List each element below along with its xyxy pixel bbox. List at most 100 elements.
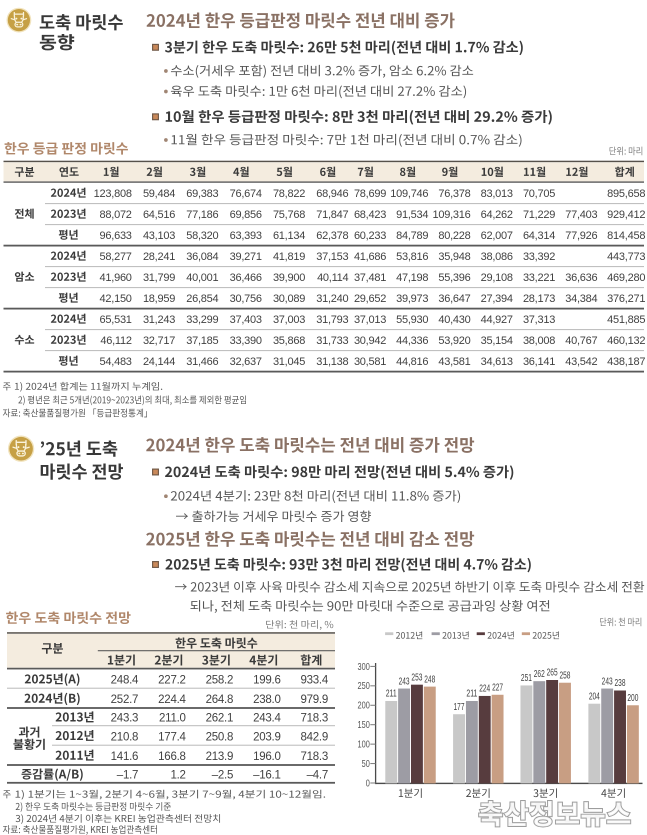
svg-text:28,241: 28,241 — [143, 251, 175, 263]
svg-text:40,001: 40,001 — [186, 272, 218, 284]
svg-text:36,636: 36,636 — [565, 272, 597, 284]
svg-text:38,086: 38,086 — [481, 251, 513, 263]
svg-text:718.3: 718.3 — [300, 751, 328, 763]
svg-text:0: 0 — [366, 778, 370, 789]
svg-text:37,003: 37,003 — [273, 314, 305, 326]
svg-text:31,240: 31,240 — [316, 293, 348, 305]
svg-text:84,789: 84,789 — [396, 230, 428, 242]
svg-text:451,885: 451,885 — [607, 314, 645, 326]
svg-text:27,394: 27,394 — [481, 293, 513, 305]
svg-text:75,768: 75,768 — [273, 209, 305, 221]
svg-text:979.9: 979.9 — [300, 694, 328, 706]
svg-text:243.4: 243.4 — [253, 713, 281, 725]
svg-text:35,868: 35,868 — [273, 335, 305, 347]
svg-text:50: 50 — [362, 759, 370, 770]
svg-text:243: 243 — [399, 676, 410, 687]
svg-text:252.7: 252.7 — [111, 694, 139, 706]
svg-text:37,481: 37,481 — [354, 272, 386, 284]
svg-text:262: 262 — [534, 669, 545, 680]
svg-text:933.4: 933.4 — [300, 675, 328, 687]
svg-text:227.2: 227.2 — [158, 675, 186, 687]
svg-text:–16.1: –16.1 — [253, 770, 281, 782]
svg-text:37,013: 37,013 — [354, 314, 386, 326]
svg-text:31,733: 31,733 — [316, 335, 348, 347]
svg-text:44,927: 44,927 — [481, 314, 513, 326]
svg-text:68,946: 68,946 — [316, 188, 348, 200]
svg-text:–2.5: –2.5 — [212, 770, 233, 782]
svg-text:69,856: 69,856 — [230, 209, 262, 221]
svg-text:40,767: 40,767 — [565, 335, 597, 347]
svg-text:250.8: 250.8 — [206, 731, 234, 743]
svg-text:44,336: 44,336 — [396, 335, 428, 347]
svg-text:46,112: 46,112 — [100, 335, 131, 347]
svg-text:91,534: 91,534 — [396, 209, 428, 221]
svg-text:109,746: 109,746 — [390, 188, 428, 200]
svg-text:204: 204 — [589, 691, 600, 702]
svg-text:77,403: 77,403 — [565, 209, 597, 221]
svg-text:248.4: 248.4 — [111, 675, 139, 687]
svg-text:30,942: 30,942 — [354, 335, 386, 347]
svg-text:238: 238 — [615, 678, 626, 689]
svg-text:35,948: 35,948 — [438, 251, 470, 263]
svg-text:44,816: 44,816 — [396, 356, 428, 368]
svg-text:150: 150 — [358, 720, 370, 731]
svg-text:123,808: 123,808 — [94, 188, 132, 200]
svg-text:54,483: 54,483 — [100, 356, 132, 368]
svg-text:55,930: 55,930 — [396, 314, 428, 326]
svg-text:264.8: 264.8 — [206, 694, 234, 706]
svg-text:224.4: 224.4 — [158, 694, 186, 706]
svg-text:35,154: 35,154 — [481, 335, 513, 347]
svg-text:243: 243 — [602, 676, 613, 687]
svg-text:30,581: 30,581 — [354, 356, 386, 368]
svg-text:30,089: 30,089 — [273, 293, 305, 305]
svg-text:41,960: 41,960 — [100, 272, 132, 284]
svg-text:80,228: 80,228 — [438, 230, 470, 242]
svg-text:–1.7: –1.7 — [117, 770, 138, 782]
svg-text:251: 251 — [521, 673, 532, 684]
svg-text:33,390: 33,390 — [230, 335, 262, 347]
svg-text:37,313: 37,313 — [523, 314, 555, 326]
svg-text:65,531: 65,531 — [100, 314, 132, 326]
svg-text:32,717: 32,717 — [143, 335, 175, 347]
svg-text:62,378: 62,378 — [316, 230, 348, 242]
svg-text:250: 250 — [358, 681, 370, 692]
svg-text:469,280: 469,280 — [607, 272, 645, 284]
svg-text:200: 200 — [358, 701, 370, 712]
svg-text:71,847: 71,847 — [316, 209, 348, 221]
svg-text:47,198: 47,198 — [396, 272, 428, 284]
svg-text:29,652: 29,652 — [354, 293, 386, 305]
svg-text:929,412: 929,412 — [607, 209, 645, 221]
svg-text:53,816: 53,816 — [396, 251, 428, 263]
svg-text:55,396: 55,396 — [438, 272, 470, 284]
svg-text:443,773: 443,773 — [607, 251, 645, 263]
svg-text:1.2: 1.2 — [170, 770, 185, 782]
svg-text:36,084: 36,084 — [186, 251, 218, 263]
svg-text:460,132: 460,132 — [607, 335, 645, 347]
svg-text:211.0: 211.0 — [159, 713, 186, 725]
svg-text:31,243: 31,243 — [143, 314, 175, 326]
svg-text:166.8: 166.8 — [158, 751, 186, 763]
svg-text:71,229: 71,229 — [523, 209, 555, 221]
svg-text:109,316: 109,316 — [432, 209, 470, 221]
svg-text:227: 227 — [492, 682, 503, 693]
svg-text:203.9: 203.9 — [253, 731, 281, 743]
svg-text:76,378: 76,378 — [438, 188, 470, 200]
svg-text:78,699: 78,699 — [354, 188, 386, 200]
svg-text:43,103: 43,103 — [143, 230, 175, 242]
svg-text:248: 248 — [424, 674, 435, 685]
svg-text:196.0: 196.0 — [253, 751, 281, 763]
svg-text:36,647: 36,647 — [438, 293, 470, 305]
svg-text:24,144: 24,144 — [143, 356, 175, 368]
svg-text:31,138: 31,138 — [316, 356, 348, 368]
svg-text:64,516: 64,516 — [143, 209, 175, 221]
svg-text:18,959: 18,959 — [143, 293, 175, 305]
svg-text:53,920: 53,920 — [438, 335, 470, 347]
svg-text:31,793: 31,793 — [316, 314, 348, 326]
svg-text:718.3: 718.3 — [300, 713, 328, 725]
svg-text:41,686: 41,686 — [354, 251, 386, 263]
svg-text:34,384: 34,384 — [565, 293, 597, 305]
svg-text:43,542: 43,542 — [565, 356, 597, 368]
svg-text:26,854: 26,854 — [186, 293, 218, 305]
svg-text:211: 211 — [466, 689, 477, 700]
svg-text:–4.7: –4.7 — [307, 770, 328, 782]
